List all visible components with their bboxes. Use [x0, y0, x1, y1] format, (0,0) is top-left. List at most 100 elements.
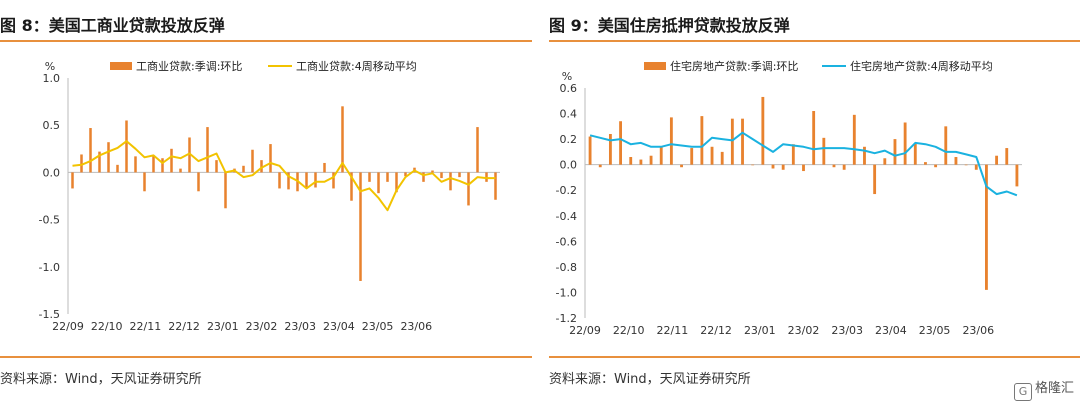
bar [197, 172, 200, 192]
bar [467, 172, 470, 206]
bar [125, 120, 128, 173]
title-rule [549, 40, 1080, 42]
bar [903, 122, 907, 165]
y-tick-label: 1.0 [43, 72, 61, 85]
gelonghui-logo-icon: G [1013, 383, 1032, 401]
bar [741, 118, 744, 165]
y-tick-label: -0.2 [556, 184, 577, 197]
bar [143, 172, 146, 192]
bar [377, 172, 380, 194]
bar [170, 148, 173, 173]
bar [341, 106, 344, 173]
y-tick-label: -1.5 [39, 308, 60, 321]
bar [269, 144, 272, 173]
source-note: 资料来源：Wind，天风证券研究所 [0, 372, 202, 387]
x-tick-label: 23/03 [831, 324, 863, 337]
y-tick-label: 0.2 [560, 133, 578, 146]
bar [985, 164, 988, 290]
bar [80, 154, 83, 173]
bar [404, 172, 407, 177]
bar [350, 172, 353, 201]
bar [680, 164, 683, 168]
bar [215, 160, 218, 173]
legend-line-label: 工商业贷款:4周移动平均 [296, 59, 417, 73]
bar [974, 164, 978, 170]
bar [476, 127, 479, 173]
moving-average-line [72, 140, 496, 212]
x-tick-label: 23/05 [362, 320, 394, 333]
bar [224, 172, 227, 209]
bar [700, 116, 704, 165]
bar [873, 164, 877, 195]
bar [598, 164, 602, 168]
bar [314, 172, 317, 188]
y-tick-label: -1.0 [556, 286, 577, 299]
bar [710, 146, 714, 165]
y-tick-label: -0.5 [39, 214, 60, 227]
bar [161, 158, 164, 173]
bar [964, 164, 968, 166]
figure-8-panel: 图 8：美国工商业贷款投放反弹 1.0 0.5 0.0 -0.5 -1.0 -1.5% 22… [0, 0, 535, 407]
bar [893, 139, 897, 165]
bar [431, 170, 434, 173]
bar [134, 156, 137, 173]
bar [659, 146, 663, 165]
bar [791, 144, 795, 165]
bar [287, 172, 290, 190]
bar [649, 155, 653, 165]
x-tick-label: 22/11 [657, 324, 689, 337]
source-rule [549, 356, 1080, 358]
bar [934, 164, 938, 168]
bar [179, 168, 182, 173]
bar [458, 172, 461, 178]
bar [116, 164, 119, 173]
y-tick-label: -0.4 [556, 210, 577, 223]
bar [395, 172, 398, 193]
figure-title: 图 9：美国住房抵押贷款投放反弹 [549, 16, 790, 35]
bar [852, 114, 856, 165]
bar [639, 159, 643, 165]
x-tick-label: 23/06 [400, 320, 432, 333]
x-tick-label: 23/05 [919, 324, 951, 337]
bar [422, 172, 425, 182]
x-tick-label: 23/06 [962, 324, 994, 337]
legend-bar-label: 工商业贷款:季调:环比 [136, 59, 242, 73]
figure-9-panel: 图 9：美国住房抵押贷款投放反弹 0.6 0.4 0.2 0.0 -0.2 -0.4 -0.… [545, 0, 1080, 407]
y-tick-label: 0.4 [560, 108, 578, 121]
bar [1005, 148, 1009, 165]
bar [440, 172, 443, 179]
y-tick-label: -0.6 [556, 235, 577, 248]
bar [251, 149, 254, 173]
x-tick-label: 22/11 [130, 320, 162, 333]
bar [812, 111, 816, 165]
x-tick-label: 23/04 [323, 320, 355, 333]
bar [690, 148, 694, 165]
x-tick-label: 23/04 [875, 324, 907, 337]
legend-line-label: 住宅房地产贷款:4周移动平均 [850, 59, 993, 73]
x-tick-label: 22/09 [52, 320, 84, 333]
bar [669, 117, 673, 165]
bar [242, 165, 245, 173]
x-tick-label: 23/01 [207, 320, 239, 333]
x-tick-label: 22/10 [613, 324, 645, 337]
watermark: G 格隆汇 [1013, 377, 1074, 401]
x-tick-label: 23/01 [744, 324, 776, 337]
source-note: 资料来源：Wind，天风证券研究所 [549, 372, 751, 387]
bar [608, 134, 612, 165]
y-tick-label: 0.5 [43, 119, 61, 132]
bar [359, 172, 362, 281]
bar [751, 164, 755, 166]
bar [619, 121, 622, 165]
bar [260, 160, 263, 173]
bar [629, 157, 633, 165]
y-axis-unit: % [562, 70, 572, 83]
x-tick-label: 23/02 [246, 320, 278, 333]
bar [71, 172, 74, 189]
bar [832, 164, 836, 168]
bar [842, 164, 846, 170]
bar [89, 128, 92, 173]
bar [761, 96, 765, 165]
bar [771, 164, 775, 169]
y-tick-label: 0.0 [560, 159, 578, 172]
y-tick-label: -1.0 [39, 261, 60, 274]
